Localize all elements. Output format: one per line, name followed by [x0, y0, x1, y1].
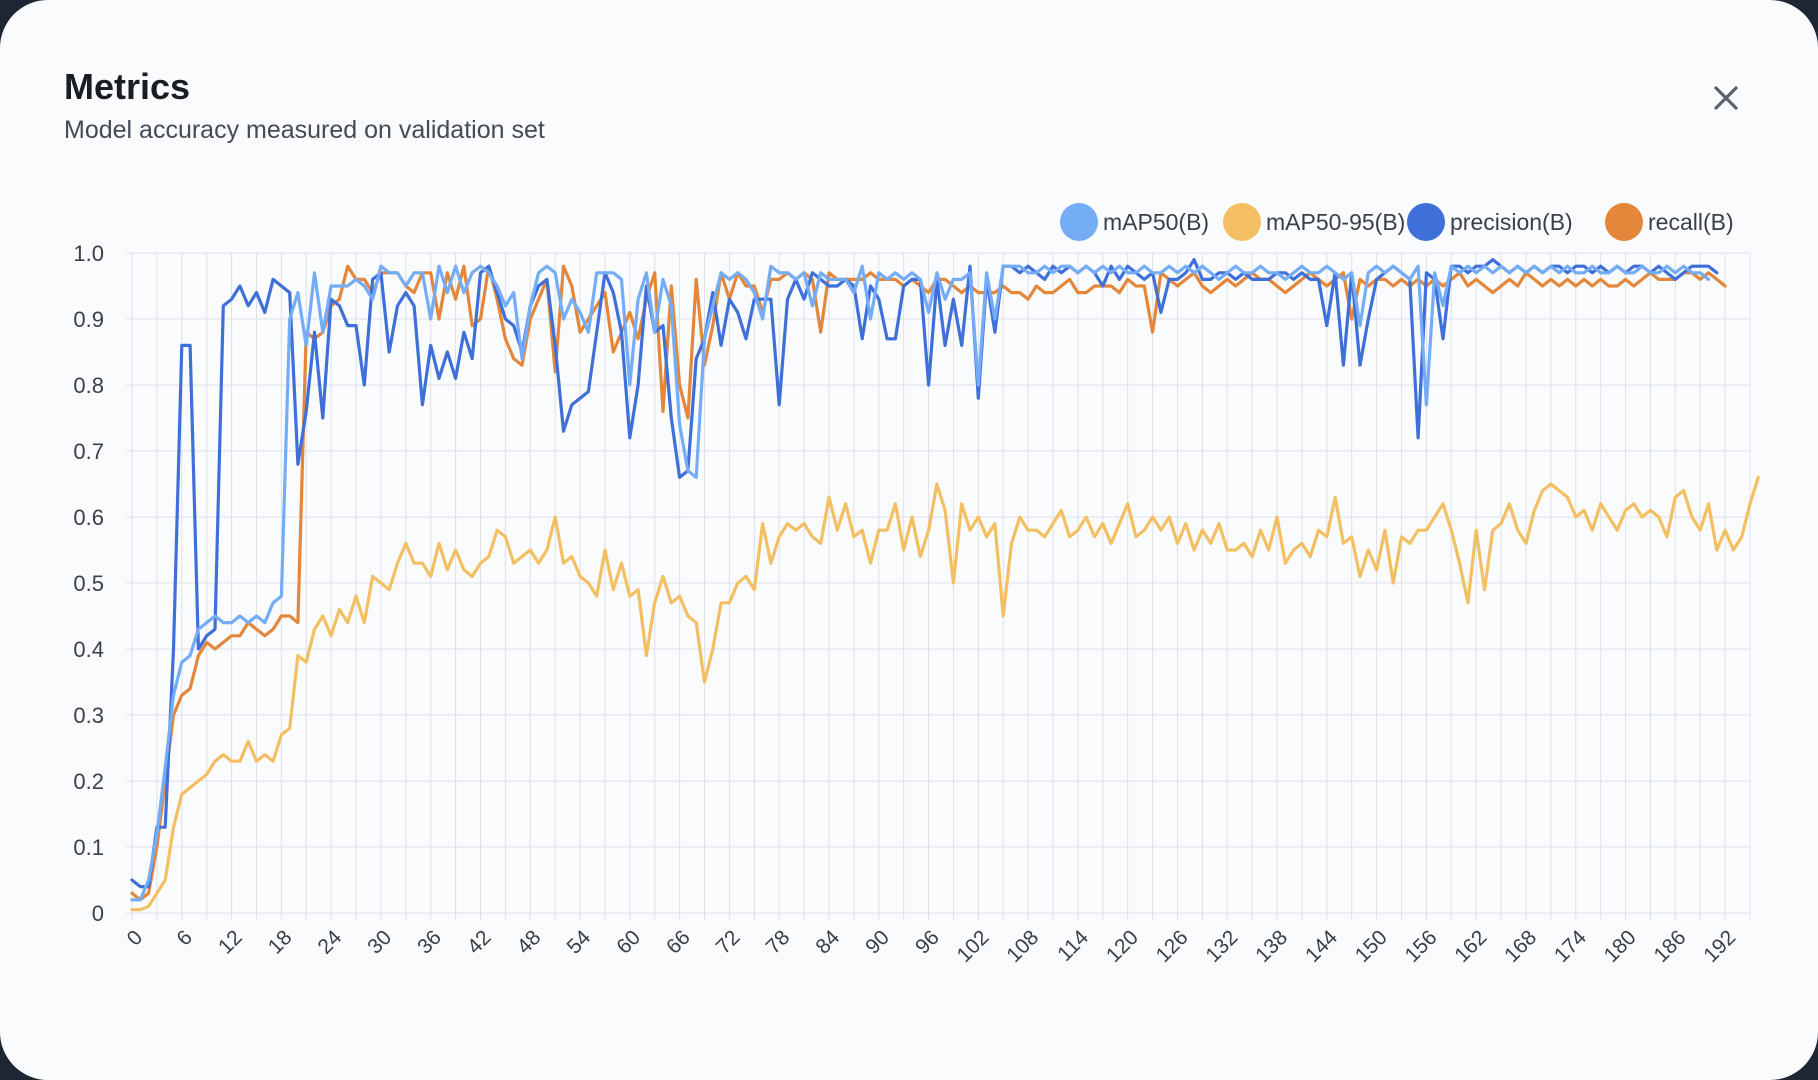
x-tick-label: 174	[1550, 926, 1591, 967]
y-axis: 0 0.1 0.2 0.3 0.4 0.5 0.6 0.7 0.8 0.9 1.0	[73, 241, 104, 926]
x-tick-label: 192	[1699, 926, 1740, 967]
x-tick-label: 126	[1152, 926, 1193, 967]
x-tick-label: 42	[463, 926, 496, 959]
y-tick-label: 0	[92, 901, 104, 926]
x-tick-label: 48	[513, 926, 546, 959]
y-tick-label: 0.5	[73, 571, 104, 596]
y-tick-label: 0.7	[73, 439, 104, 464]
x-tick-label: 66	[662, 926, 695, 959]
y-tick-label: 0.1	[73, 835, 104, 860]
y-tick-label: 0.6	[73, 505, 104, 530]
x-tick-label: 144	[1301, 926, 1342, 967]
x-tick-label: 138	[1251, 926, 1292, 967]
legend-label[interactable]: mAP50(B)	[1103, 209, 1209, 235]
x-tick-label: 24	[314, 926, 347, 959]
legend-swatch[interactable]	[1223, 203, 1261, 241]
x-tick-label: 30	[363, 926, 396, 959]
x-tick-label: 132	[1201, 926, 1242, 967]
legend-swatch[interactable]	[1407, 203, 1445, 241]
chart-legend: mAP50(B) mAP50-95(B) precision(B) recall(B)	[1060, 203, 1734, 241]
legend-label[interactable]: mAP50-95(B)	[1266, 209, 1405, 235]
chart-grid	[126, 252, 1751, 921]
y-tick-label: 1.0	[73, 241, 104, 266]
y-tick-label: 0.4	[73, 637, 104, 662]
modal-title: Metrics	[64, 66, 191, 107]
x-tick-label: 156	[1401, 926, 1442, 967]
x-tick-label: 0	[123, 926, 148, 951]
series-line-map50-95-b	[130, 475, 1760, 912]
x-tick-label: 108	[1002, 926, 1043, 967]
y-tick-label: 0.8	[73, 373, 104, 398]
x-tick-label: 72	[712, 926, 745, 959]
x-tick-label: 60	[612, 926, 645, 959]
legend-swatch[interactable]	[1060, 203, 1098, 241]
x-axis: 0 6 12 18 24 30 36 42 48 54 60 66 72 78 84 90 96 102 108 11…	[123, 926, 1741, 967]
series-line-precision-b	[130, 258, 1719, 889]
x-tick-label: 84	[811, 926, 844, 959]
x-tick-label: 168	[1500, 926, 1541, 967]
x-tick-label: 150	[1351, 926, 1392, 967]
chart-series	[130, 258, 1760, 912]
x-tick-label: 114	[1053, 926, 1093, 966]
y-tick-label: 0.2	[73, 769, 104, 794]
y-tick-label: 0.3	[73, 703, 104, 728]
x-tick-label: 90	[861, 926, 894, 959]
x-tick-label: 162	[1450, 926, 1491, 967]
legend-label[interactable]: precision(B)	[1450, 209, 1573, 235]
close-button[interactable]	[1700, 72, 1752, 124]
x-tick-label: 54	[562, 926, 595, 959]
x-tick-label: 96	[911, 926, 944, 959]
modal-subtitle: Model accuracy measured on validation se…	[64, 116, 545, 144]
x-tick-label: 6	[172, 926, 197, 951]
y-tick-label: 0.9	[73, 307, 104, 332]
metrics-line-chart: 00.10.20.30.40.50.60.70.80.91.0 0 6 12 18 24…	[73, 203, 1760, 967]
x-tick-label: 102	[952, 926, 993, 967]
close-icon	[1714, 86, 1738, 110]
x-tick-label: 78	[762, 926, 795, 959]
series-line-map50-b	[130, 264, 1711, 902]
legend-label[interactable]: recall(B)	[1648, 209, 1734, 235]
x-tick-label: 186	[1649, 926, 1690, 967]
x-tick-label: 120	[1102, 926, 1143, 967]
legend-swatch[interactable]	[1605, 203, 1643, 241]
x-tick-label: 12	[214, 926, 247, 959]
x-tick-label: 36	[413, 926, 446, 959]
x-tick-label: 18	[264, 926, 297, 959]
x-tick-label: 180	[1600, 926, 1641, 967]
